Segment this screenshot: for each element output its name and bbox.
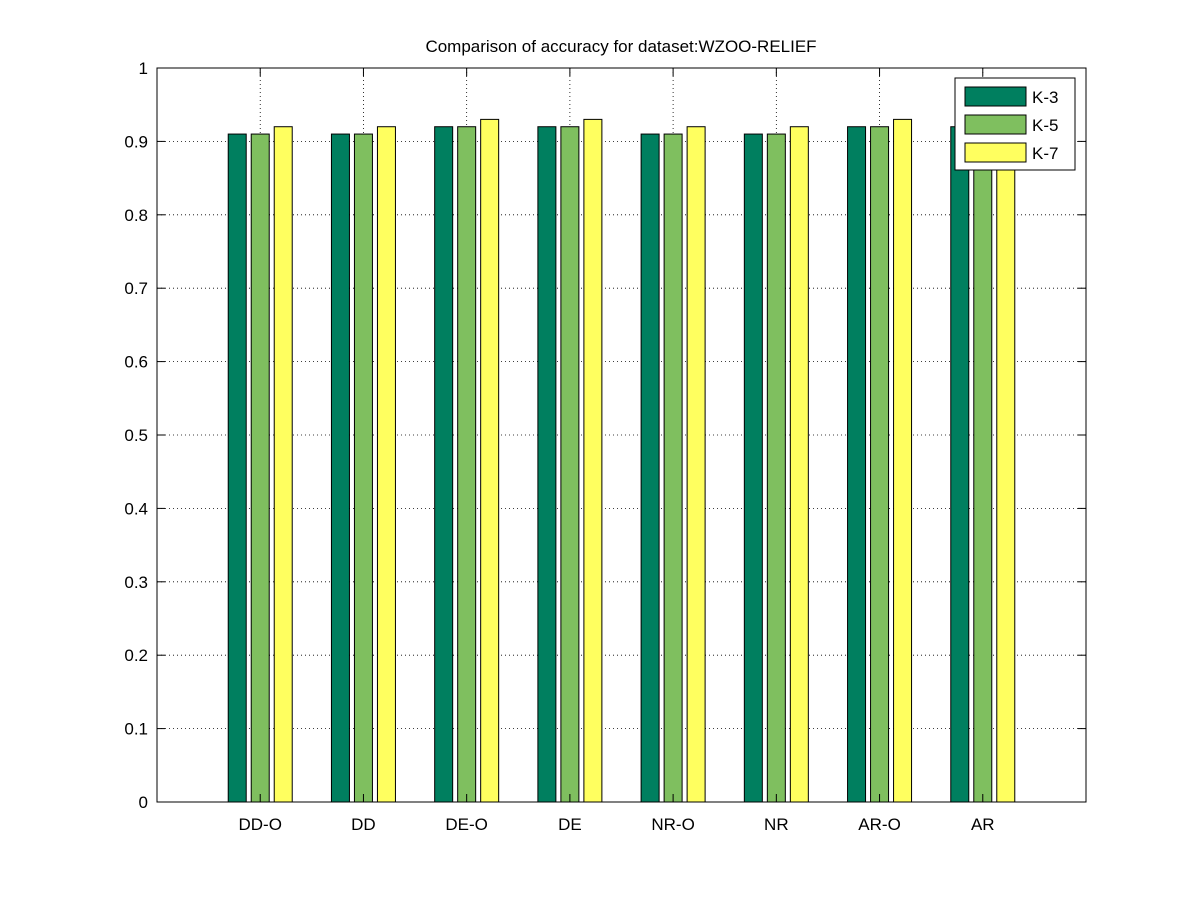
bar-k-7-dd-o <box>273 126 293 803</box>
x-tick-label: AR <box>971 815 995 834</box>
bar-k-7-de-o <box>480 118 500 803</box>
axis-ticks: 0 0.1 0.2 0.3 0.4 0.5 0.6 0.7 0.8 0.9 1 DD-O DD DE-O D… <box>124 59 1086 834</box>
bar-k-7-dd <box>376 126 396 803</box>
x-tick-label: DD <box>351 815 376 834</box>
y-tick-label: 0.8 <box>124 206 148 225</box>
y-tick-label: 1 <box>139 59 148 78</box>
bar-k-5-nr-o <box>663 133 683 803</box>
legend-label-k-3: K-3 <box>1032 88 1058 107</box>
y-tick-label: 0.7 <box>124 279 148 298</box>
x-tick-label: NR-O <box>651 815 694 834</box>
y-tick-label: 0.1 <box>124 720 148 739</box>
bar-k-5-ar <box>973 126 993 803</box>
bar-k-7-ar <box>996 118 1016 803</box>
bar-k-5-de-o <box>457 126 477 803</box>
bar-k-3-nr-o <box>640 133 660 803</box>
chart-title: Comparison of accuracy for dataset:WZOO-… <box>425 37 816 56</box>
x-tick-label: DE <box>558 815 582 834</box>
x-tick-label: DD-O <box>238 815 281 834</box>
legend-swatch-k-3 <box>964 86 1027 107</box>
bars <box>227 118 1016 803</box>
y-tick-label: 0.5 <box>124 426 148 445</box>
bar-k-3-ar <box>950 126 970 803</box>
bar-k-3-ar-o <box>847 126 867 803</box>
bar-k-3-de <box>537 126 557 803</box>
y-tick-label: 0.6 <box>124 353 148 372</box>
legend-label-k-5: K-5 <box>1032 116 1058 135</box>
bar-k-3-nr <box>743 133 763 803</box>
bar-k-7-nr-o <box>686 126 706 803</box>
x-tick-label: NR <box>764 815 789 834</box>
bar-k-3-dd-o <box>227 133 247 803</box>
legend: K-3 K-5 K-7 <box>954 77 1076 171</box>
y-tick-label: 0.4 <box>124 499 148 518</box>
bar-k-3-de-o <box>434 126 454 803</box>
grid-lines <box>157 68 1086 802</box>
bar-k-7-de <box>583 118 603 803</box>
legend-swatch-k-7 <box>964 142 1027 163</box>
bar-k-5-ar-o <box>870 126 890 803</box>
y-tick-label: 0.2 <box>124 646 148 665</box>
x-tick-label: DE-O <box>445 815 488 834</box>
bar-k-7-ar-o <box>893 118 913 803</box>
bar-k-5-de <box>560 126 580 803</box>
bar-k-5-dd-o <box>250 133 270 803</box>
bar-k-3-dd <box>330 133 350 803</box>
legend-swatch-k-5 <box>964 114 1027 135</box>
y-tick-label: 0.9 <box>124 132 148 151</box>
y-tick-label: 0 <box>139 793 148 812</box>
x-tick-label: AR-O <box>858 815 901 834</box>
bar-k-5-dd <box>353 133 373 803</box>
legend-label-k-7: K-7 <box>1032 144 1058 163</box>
y-tick-label: 0.3 <box>124 573 148 592</box>
bar-k-7-nr <box>789 126 809 803</box>
bar-k-5-nr <box>766 133 786 803</box>
